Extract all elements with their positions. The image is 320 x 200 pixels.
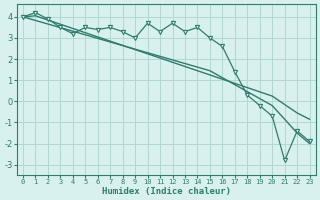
X-axis label: Humidex (Indice chaleur): Humidex (Indice chaleur) (102, 187, 231, 196)
